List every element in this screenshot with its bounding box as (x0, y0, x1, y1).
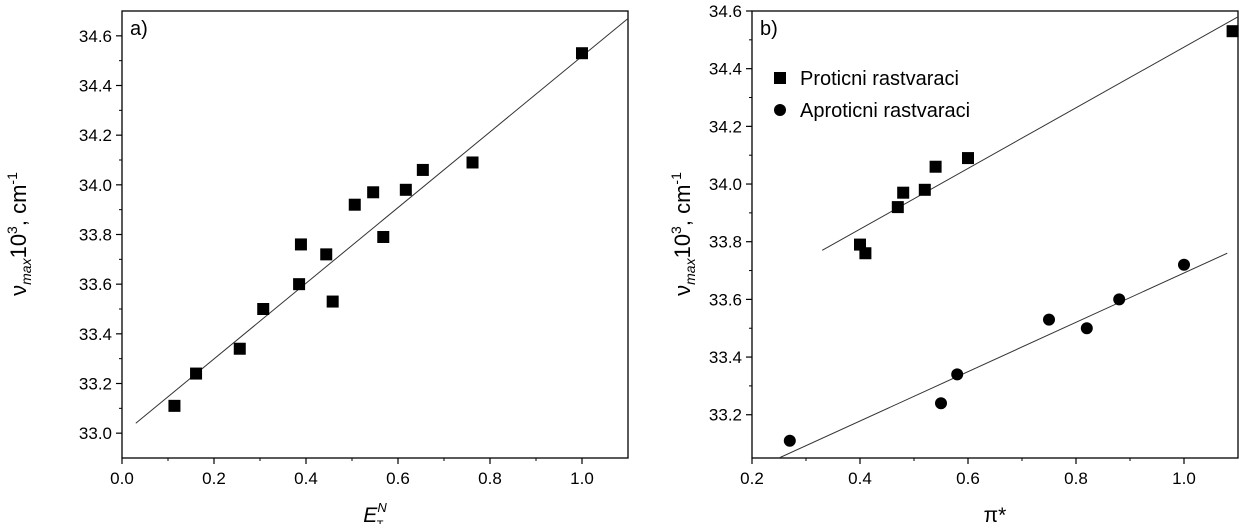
x-tick-label: 0.4 (294, 469, 318, 488)
y-tick-label: 34.4 (709, 60, 742, 79)
y-tick-label: 33.0 (79, 424, 112, 443)
data-point (326, 295, 339, 308)
y-tick-label: 33.8 (709, 233, 742, 252)
data-point (951, 368, 964, 381)
panel-a: 0.0 0.2 0.4 0.6 0.8 1.0 33.0 33.2 33.4 33.6 33.8 34… (4, 10, 629, 524)
x-tick-label: 0.6 (956, 469, 980, 488)
data-point (190, 367, 203, 380)
legend-marker (774, 104, 786, 116)
legend-marker (774, 72, 786, 84)
x-axis-label: π* (984, 504, 1007, 524)
data-point (859, 247, 872, 260)
data-point (233, 342, 246, 355)
data-point (1178, 258, 1190, 271)
y-tick-label: 34.4 (79, 77, 112, 96)
x-tick-label: 0.6 (386, 469, 410, 488)
data-point (783, 434, 796, 447)
data-point (377, 230, 390, 243)
data-point (320, 248, 333, 261)
y-tick-label: 33.6 (79, 275, 112, 294)
data-point (257, 303, 270, 315)
x-tick-label: 1.0 (1172, 469, 1196, 488)
plot-frame (751, 10, 1239, 459)
y-tick-label: 34.0 (709, 175, 742, 194)
data-point (1113, 293, 1126, 306)
fit-line-series-2 (778, 252, 1228, 458)
data-point (929, 160, 942, 173)
x-tick-label: 0.2 (202, 469, 226, 488)
x-tick-label: 0.8 (1064, 469, 1088, 488)
data-point (935, 397, 947, 410)
y-tick-label: 34.2 (709, 117, 742, 136)
y-tick-label: 33.2 (709, 406, 742, 425)
y-tick-label: 33.4 (709, 348, 742, 367)
x-tick-label: 0.8 (478, 469, 502, 488)
y-tick-label: 34.2 (79, 126, 112, 145)
x-tick-label: 0.4 (848, 469, 872, 488)
fit-line (135, 18, 628, 424)
y-tick-label: 33.6 (709, 290, 742, 309)
data-point (348, 198, 361, 211)
plot-frame (121, 10, 629, 459)
x-tick-label: 0.2 (740, 469, 764, 488)
y-tick-label: 34.6 (79, 27, 112, 46)
data-point (293, 278, 306, 291)
fit-line-series-1 (821, 16, 1238, 251)
x-tick-label: 0.0 (110, 469, 134, 488)
data-point (1226, 25, 1239, 38)
legend-label: Aproticni rastvaraci (800, 100, 970, 122)
y-tick-label: 33.8 (79, 226, 112, 245)
panel-label: b) (760, 18, 778, 40)
x-axis-label: ENT (363, 500, 387, 524)
y-tick-label: 34.6 (709, 2, 742, 21)
data-point (168, 399, 181, 412)
data-point (294, 238, 307, 251)
data-point (897, 186, 910, 199)
data-point (918, 183, 931, 196)
data-point (962, 152, 974, 165)
y-tick-label: 33.2 (79, 375, 112, 394)
data-point (1080, 322, 1093, 335)
y-tick-label: 34.0 (79, 176, 112, 195)
data-point (399, 183, 412, 196)
y-axis-label: νmax103, cm-1 (4, 172, 34, 296)
panel-b: 0.2 0.4 0.6 0.8 1.0 33.2 33.4 33.6 33.8 34.0 34.2 3… (668, 2, 1239, 524)
data-point (416, 163, 429, 176)
data-point (891, 201, 904, 214)
x-tick-label: 1.0 (570, 469, 594, 488)
y-tick-label: 33.4 (79, 325, 112, 344)
data-point (1043, 313, 1055, 326)
legend-label: Proticni rastvaraci (800, 68, 959, 90)
data-point (466, 156, 479, 169)
data-point (576, 47, 588, 60)
data-point (367, 186, 380, 199)
panel-label: a) (130, 18, 148, 40)
y-axis-label: νmax103, cm-1 (668, 172, 698, 296)
